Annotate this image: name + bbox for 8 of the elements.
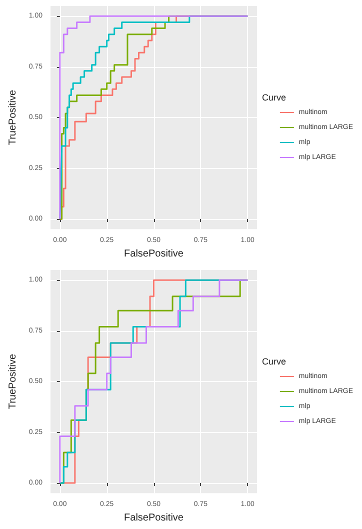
y-axis-title: TruePositive: [8, 90, 18, 146]
line-series: [59, 15, 248, 220]
y-axis-title: TruePositive: [8, 354, 18, 410]
legend-title: Curve: [262, 92, 286, 102]
legend-title: Curve: [262, 356, 286, 366]
line-series: [59, 279, 248, 484]
x-axis-title: FalsePositive: [124, 512, 184, 524]
x-axis-title: FalsePositive: [124, 248, 184, 260]
